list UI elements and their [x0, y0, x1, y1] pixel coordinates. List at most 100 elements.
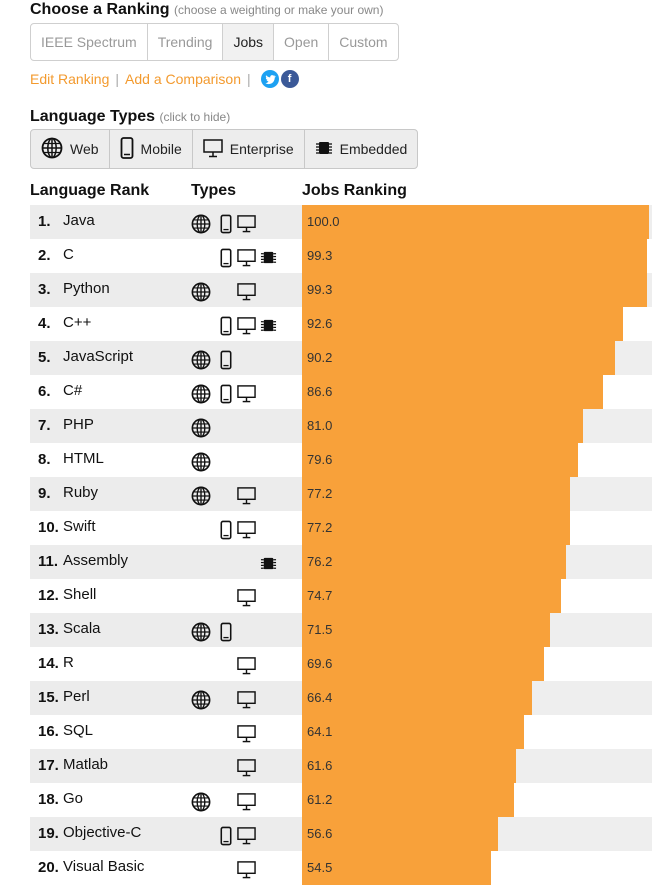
language-name: Shell — [63, 586, 97, 603]
ranking-value: 77.2 — [307, 486, 333, 501]
row-background — [30, 341, 302, 375]
table-row[interactable]: 8. HTML 79.6 — [30, 443, 652, 477]
table-row[interactable]: 20. Visual Basic 54.5 — [30, 851, 652, 885]
table-row[interactable]: 2. C 99.3 — [30, 239, 652, 273]
ranking-bar — [302, 613, 550, 647]
ranking-value: 79.6 — [307, 452, 333, 467]
ranking-bar — [302, 511, 570, 545]
link-separator: | — [246, 71, 251, 87]
ranking-option-ieee-spectrum[interactable]: IEEE Spectrum — [31, 24, 148, 60]
ranking-value: 61.6 — [307, 758, 333, 773]
monitor-icon — [237, 282, 256, 306]
monitor-icon — [237, 792, 256, 816]
add-comparison-link[interactable]: Add a Comparison — [125, 71, 241, 87]
rank-number: 16. — [38, 723, 59, 740]
type-filter-enterprise[interactable]: Enterprise — [193, 130, 305, 168]
ranking-bar — [302, 817, 498, 851]
type-filter-label: Enterprise — [229, 141, 294, 157]
chip-icon — [315, 139, 340, 160]
ranking-bar — [302, 647, 544, 681]
table-row[interactable]: 4. C++ 92.6 — [30, 307, 652, 341]
monitor-icon — [237, 860, 256, 884]
ranking-value: 76.2 — [307, 554, 333, 569]
mobile-icon — [220, 520, 232, 545]
column-header-rank: Language Rank — [30, 182, 150, 199]
ranking-bar — [302, 749, 516, 783]
ranking-value: 69.6 — [307, 656, 333, 671]
table-row[interactable]: 19. Objective-C 56.6 — [30, 817, 652, 851]
table-row[interactable]: 17. Matlab 61.6 — [30, 749, 652, 783]
ranking-value: 100.0 — [307, 214, 340, 229]
ranking-hint: (choose a weighting or make your own) — [174, 3, 384, 17]
language-name: Scala — [63, 620, 101, 637]
column-header-types: Types — [191, 182, 237, 199]
language-name: HTML — [63, 450, 104, 467]
mobile-icon — [220, 622, 232, 647]
ranking-option-trending[interactable]: Trending — [148, 24, 224, 60]
row-background — [30, 749, 302, 783]
table-row[interactable]: 18. Go 61.2 — [30, 783, 652, 817]
row-background — [30, 273, 302, 307]
edit-ranking-link[interactable]: Edit Ranking — [30, 71, 110, 87]
row-background — [30, 409, 302, 443]
language-name: C — [63, 246, 74, 263]
ranking-option-custom[interactable]: Custom — [339, 34, 388, 50]
type-filter-mobile[interactable]: Mobile — [110, 130, 193, 168]
ranking-bar — [302, 409, 583, 443]
types-title: Language Types — [30, 108, 156, 125]
ranking-heading: Choose a Ranking (choose a weighting or … — [30, 1, 383, 19]
type-filter-label: Embedded — [339, 141, 408, 157]
twitter-icon[interactable] — [260, 70, 279, 88]
globe-icon — [191, 792, 211, 817]
rank-number: 10. — [38, 519, 59, 536]
ranking-value: 81.0 — [307, 418, 333, 433]
ranking-value: 90.2 — [307, 350, 333, 365]
link-separator: | — [115, 71, 120, 87]
table-row[interactable]: 3. Python 99.3 — [30, 273, 652, 307]
table-row[interactable]: 9. Ruby 77.2 — [30, 477, 652, 511]
mobile-icon — [220, 248, 232, 273]
table-row[interactable]: 14. R 69.6 — [30, 647, 652, 681]
table-row[interactable]: 1. Java 100.0 — [30, 205, 652, 239]
facebook-icon[interactable]: f — [280, 70, 299, 88]
monitor-icon — [237, 520, 256, 544]
table-row[interactable]: 15. Perl 66.4 — [30, 681, 652, 715]
column-header-ranking[interactable]: Jobs Ranking — [302, 182, 407, 199]
ranking-option-open[interactable]: Open — [274, 24, 330, 60]
types-hint[interactable]: (click to hide) — [159, 110, 231, 124]
ranking-option-jobs[interactable]: Jobs — [223, 24, 275, 60]
globe-icon — [191, 690, 211, 715]
rank-number: 5. — [38, 349, 51, 366]
rank-number: 8. — [38, 451, 51, 468]
mobile-icon — [220, 316, 232, 341]
ranking-bar — [302, 783, 514, 817]
language-name: SQL — [63, 722, 94, 739]
ranking-bar — [302, 239, 647, 273]
rank-number: 11. — [38, 553, 59, 570]
table-row[interactable]: 12. Shell 74.7 — [30, 579, 652, 613]
rank-number: 3. — [38, 281, 51, 298]
language-name: C# — [63, 382, 83, 399]
rank-number: 2. — [38, 247, 51, 264]
ranking-bar — [302, 443, 578, 477]
type-filter-embedded[interactable]: Embedded — [305, 130, 418, 168]
row-background — [30, 613, 302, 647]
rank-number: 9. — [38, 485, 51, 502]
table-row[interactable]: 6. C# 86.6 — [30, 375, 652, 409]
ranking-selector: IEEE Spectrum Trending Jobs Open Custom — [30, 23, 399, 61]
language-name: C++ — [63, 314, 92, 331]
table-row[interactable]: 7. PHP 81.0 — [30, 409, 652, 443]
language-name: Objective-C — [63, 824, 142, 841]
ranking-value: 77.2 — [307, 520, 333, 535]
table-row[interactable]: 10. Swift 77.2 — [30, 511, 652, 545]
monitor-icon — [237, 486, 256, 510]
ranking-value: 54.5 — [307, 860, 333, 875]
ranking-bar — [302, 375, 603, 409]
table-row[interactable]: 11. Assembly 76.2 — [30, 545, 652, 579]
type-filter-label: Web — [70, 141, 99, 157]
table-row[interactable]: 16. SQL 64.1 — [30, 715, 652, 749]
ranking-value: 86.6 — [307, 384, 333, 399]
type-filter-web[interactable]: Web — [31, 130, 110, 168]
table-row[interactable]: 5. JavaScript 90.2 — [30, 341, 652, 375]
table-row[interactable]: 13. Scala 71.5 — [30, 613, 652, 647]
